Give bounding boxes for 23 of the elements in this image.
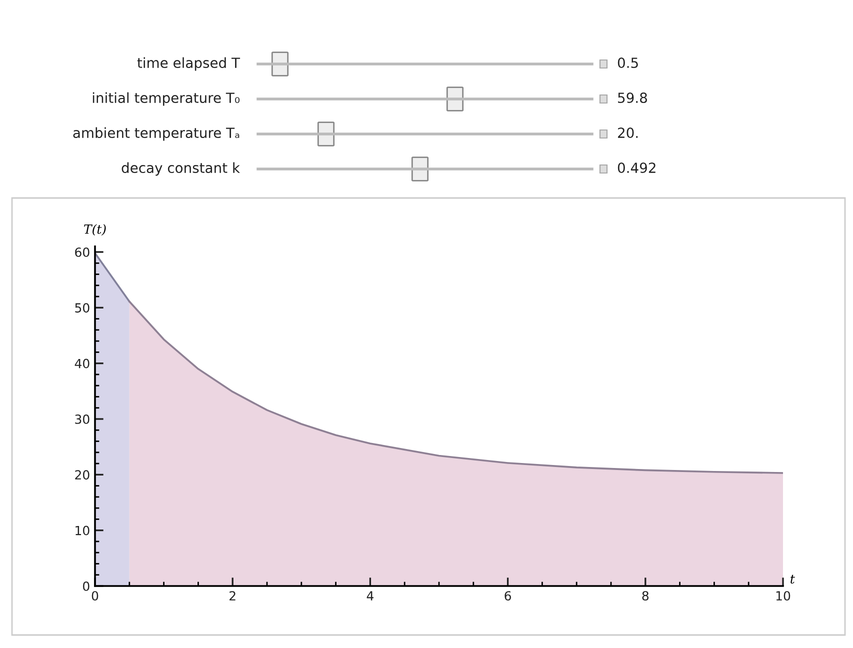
y-tick-label: 30	[75, 414, 90, 424]
x-tick-label: 0	[92, 591, 98, 601]
y-tick-label: 20	[75, 470, 90, 480]
text: initial temperature T₀	[92, 92, 240, 106]
y-tick-label: 0	[83, 581, 90, 591]
text: 20.	[618, 128, 638, 138]
x-tick-label: 8	[642, 591, 649, 601]
x-axis-title: t	[790, 574, 795, 584]
x-tick-label: 2	[230, 591, 236, 600]
y-tick-label: 40	[74, 358, 90, 368]
y-tick-label: 60	[75, 247, 90, 257]
x-tick-label: 6	[504, 591, 511, 601]
text: 0.5	[618, 58, 638, 68]
text: time elapsed T	[137, 57, 240, 71]
text: 0.492	[618, 162, 656, 174]
text: ambient temperature Tₐ	[73, 127, 240, 141]
text: 59.8	[618, 92, 647, 104]
x-tick-label: 10	[776, 591, 790, 601]
x-tick-label: 4	[366, 591, 374, 600]
y-axis-title: T(t)	[84, 224, 106, 236]
text: decay constant k	[122, 162, 240, 176]
y-tick-label: 50	[75, 303, 90, 313]
y-tick-label: 10	[76, 526, 90, 536]
